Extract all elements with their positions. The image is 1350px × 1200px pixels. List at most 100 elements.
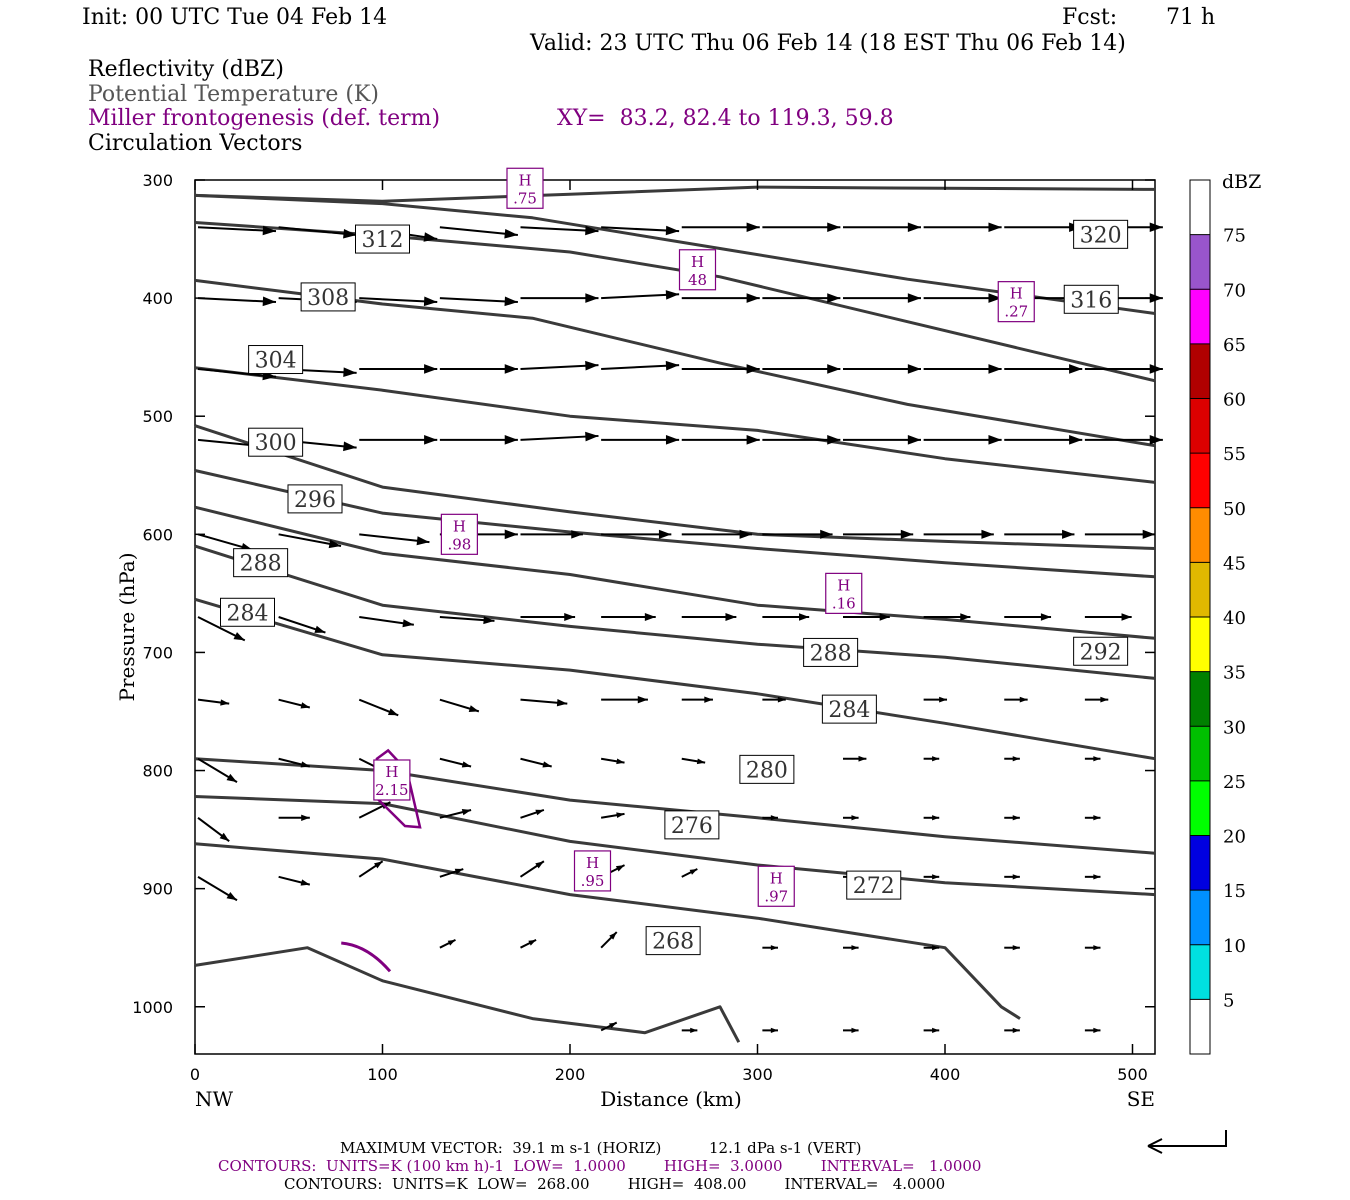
- vector-head: [504, 228, 518, 239]
- circulation-vector: [600, 812, 625, 819]
- vector-head: [1012, 945, 1020, 951]
- circulation-vector: [843, 364, 921, 374]
- theta-contour-276: [194, 795, 1156, 897]
- x-axis-label: Distance (km): [600, 1087, 742, 1111]
- y-tick-label: 600: [142, 525, 173, 544]
- vector-head: [424, 435, 438, 445]
- theta-label-box: [1073, 219, 1129, 249]
- vector-head: [1149, 364, 1163, 374]
- theta-contour-320: [194, 185, 1156, 203]
- vector-head: [907, 293, 921, 303]
- frontogenesis-value: .95: [581, 872, 605, 890]
- circulation-vector: [681, 613, 737, 621]
- vector-head: [932, 815, 940, 821]
- vector-head: [608, 1022, 617, 1029]
- vector-head: [262, 296, 276, 307]
- colorbar-level-label: 10: [1223, 936, 1246, 957]
- x-end-label-nw: NW: [195, 1087, 234, 1111]
- vector-head: [1093, 874, 1101, 880]
- vector-head: [461, 809, 472, 816]
- vector-head: [1149, 222, 1163, 233]
- circulation-vector: [359, 435, 438, 445]
- x-tick-label: 100: [367, 1065, 398, 1084]
- vector-head: [851, 945, 859, 951]
- colorbar-level-label: 15: [1223, 881, 1246, 902]
- theta-label-320: 320: [1073, 219, 1129, 249]
- theta-label-box: [1063, 284, 1119, 314]
- y-tick-label: 900: [142, 880, 173, 899]
- vector-head: [746, 222, 760, 233]
- vector-head: [696, 758, 706, 765]
- frontogenesis-value: 48: [688, 271, 707, 289]
- vector-head: [328, 539, 342, 549]
- circulation-vector: [923, 293, 1002, 303]
- vector-head: [932, 1027, 940, 1033]
- vector-head: [585, 225, 599, 236]
- theta-label-292: 292: [1073, 636, 1129, 666]
- frontogenesis-value: .75: [513, 189, 537, 207]
- theta-label-box: [846, 870, 902, 900]
- vector-head: [1093, 756, 1101, 762]
- circulation-vector: [762, 222, 841, 233]
- circulation-vector: [762, 529, 833, 539]
- field-theta: Potential Temperature (K): [88, 82, 379, 107]
- circulation-vector: [681, 696, 713, 703]
- vector-head: [932, 756, 940, 762]
- vector-head: [585, 431, 599, 442]
- theta-contour-268: [194, 946, 741, 1043]
- frontogenesis-h: H: [770, 869, 783, 887]
- circulation-vector: [439, 809, 472, 819]
- circulation-vector: [520, 530, 583, 539]
- theta-contour-316: [194, 193, 1156, 315]
- theta-label-288: 288: [803, 637, 859, 667]
- theta-label-box: [803, 637, 859, 667]
- vector-head: [746, 293, 760, 303]
- cross-section-endpoints: XY= 83.2, 82.4 to 119.3, 59.8: [557, 106, 894, 131]
- circulation-vector: [1004, 945, 1020, 951]
- vector-head: [454, 868, 464, 875]
- x-tick-label: 400: [930, 1065, 961, 1084]
- vector-head: [907, 364, 921, 374]
- colorbar-bin: [1190, 726, 1210, 781]
- theta-label-box: [248, 427, 304, 457]
- theta-label-box: [821, 694, 877, 724]
- theta-label-284: 284: [821, 694, 877, 724]
- circulation-vector: [843, 945, 859, 951]
- vector-head: [665, 225, 680, 236]
- vector-head: [564, 613, 576, 621]
- vector-head: [879, 613, 890, 621]
- colorbar-bin: [1190, 289, 1210, 344]
- circulation-vector: [762, 945, 778, 951]
- circulation-vector: [1004, 364, 1083, 374]
- circulation-vector: [1004, 756, 1020, 762]
- field-frontogenesis: Miller frontogenesis (def. term): [88, 106, 441, 131]
- circulation-vector: [520, 225, 599, 236]
- circulation-vector: [519, 860, 545, 878]
- circulation-vector: [197, 616, 246, 642]
- vector-head: [1040, 613, 1052, 621]
- circulation-vector: [843, 222, 921, 233]
- circulation-vector: [520, 293, 599, 303]
- frontogenesis-max-.75: H.75: [506, 167, 544, 209]
- theta-label-box: [664, 810, 720, 840]
- circulation-vector: [1084, 364, 1163, 374]
- vector-head: [423, 232, 438, 242]
- vector-head: [300, 761, 310, 768]
- frontogenesis-box: [757, 865, 795, 907]
- vector-head: [616, 758, 625, 765]
- theta-label-272: 272: [846, 870, 902, 900]
- vector-head: [535, 861, 544, 869]
- field-reflectivity: Reflectivity (dBZ): [88, 57, 284, 82]
- theta-contour-284: [194, 544, 1156, 680]
- theta-label-text: 292: [1080, 640, 1122, 665]
- circulation-vector: [601, 290, 680, 300]
- forecast-label: Fcst:: [1062, 5, 1118, 30]
- vector-head: [981, 529, 994, 539]
- circulation-vector: [843, 435, 921, 445]
- vector-head: [988, 293, 1002, 303]
- vector-head: [988, 435, 1002, 445]
- circulation-vector: [843, 755, 867, 762]
- frontogenesis-box: [373, 759, 411, 801]
- theta-label-box: [233, 548, 289, 578]
- y-tick-label: 500: [142, 407, 173, 426]
